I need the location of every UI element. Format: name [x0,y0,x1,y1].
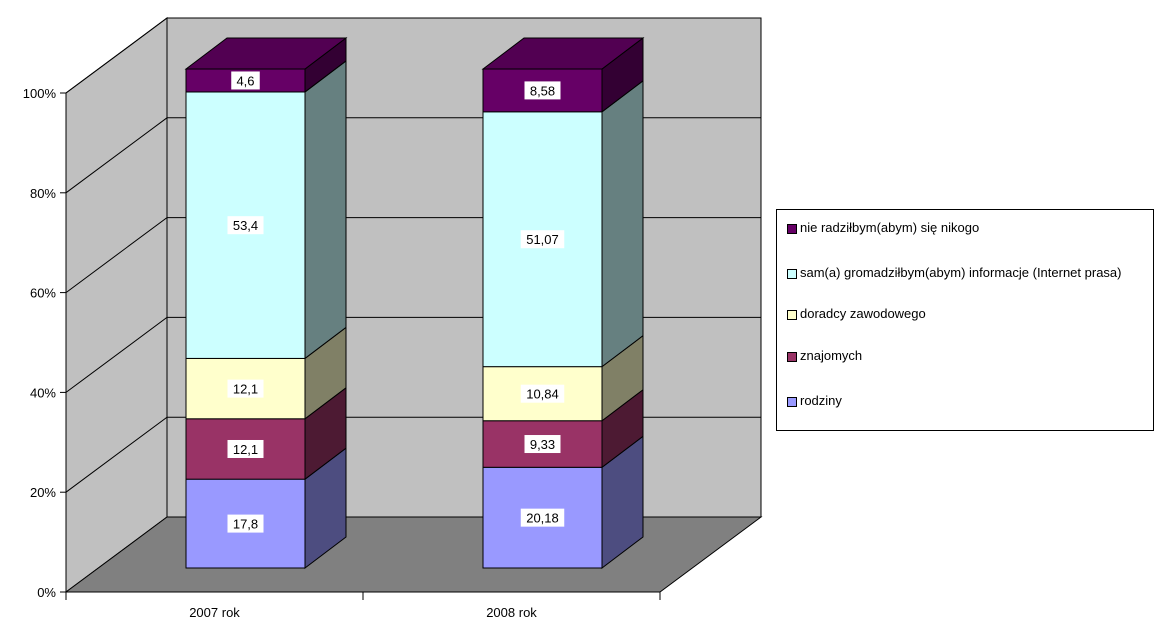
y-tick-label: 60% [30,286,56,301]
data-label: 51,07 [526,232,559,247]
legend-label-doradcy-zawodowego: doradcy zawodowego [800,306,926,321]
data-label: 12,1 [233,382,258,397]
data-label: 53,4 [233,218,258,233]
legend: nie radziłbym(abym) się nikogo sam(a) gr… [776,209,1154,431]
data-label: 17,8 [233,517,258,532]
legend-label-rodziny: rodziny [800,393,842,408]
data-label-bg [227,439,264,458]
data-label: 12,1 [233,442,258,457]
legend-item-sam-gromadzilbym: sam(a) gromadziłbym(abym) informacje (In… [787,265,1147,281]
floor [64,516,763,593]
legend-swatch-doradcy-zawodowego [787,310,797,320]
bar-side-4-1 [304,59,347,360]
y-tick-label: 0% [37,585,56,600]
data-label: 9,33 [530,437,555,452]
data-label-bg [524,81,561,100]
data-label-bg [524,435,561,454]
bar-top-2 [481,37,645,70]
data-label: 10,84 [526,387,559,402]
data-label-bg [227,216,264,235]
data-label: 20,18 [526,511,559,526]
legend-label-znajomych: znajomych [800,348,863,363]
data-label-bg [231,71,260,90]
y-tick-label: 20% [30,485,56,500]
data-label: 4,6 [236,73,254,88]
bar-top-1 [184,37,348,70]
side-wall [65,17,168,593]
data-label-bg [227,514,264,533]
data-label-bg [520,230,565,249]
y-tick-label: 40% [30,385,56,400]
y-tick-label: 100% [23,86,57,101]
data-label: 8,58 [530,83,555,98]
x-tick-label: 2008 rok [486,605,537,620]
data-label-bg [520,384,565,403]
bar-side-4-2 [601,79,644,368]
legend-label-sam-gromadzilbym: sam(a) gromadziłbym(abym) informacje (In… [800,265,1122,280]
legend-swatch-znajomych [787,352,797,362]
data-label-bg [227,379,264,398]
legend-swatch-nie-radzilbym [787,224,797,234]
data-label-bg [520,508,565,527]
legend-label-nie-radzilbym: nie radziłbym(abym) się nikogo [800,220,980,235]
legend-item-rodziny: rodziny [787,393,1147,409]
legend-item-znajomych: znajomych [787,348,1147,364]
legend-item-nie-radzilbym: nie radziłbym(abym) się nikogo [787,220,1147,236]
x-tick-label: 2007 rok [189,605,240,620]
legend-item-doradcy-zawodowego: doradcy zawodowego [787,306,1147,322]
y-tick-label: 80% [30,186,56,201]
bar-front-4-2 [482,111,603,368]
legend-swatch-rodziny [787,397,797,407]
legend-swatch-sam-gromadzilbym [787,269,797,279]
gridline [65,17,761,94]
